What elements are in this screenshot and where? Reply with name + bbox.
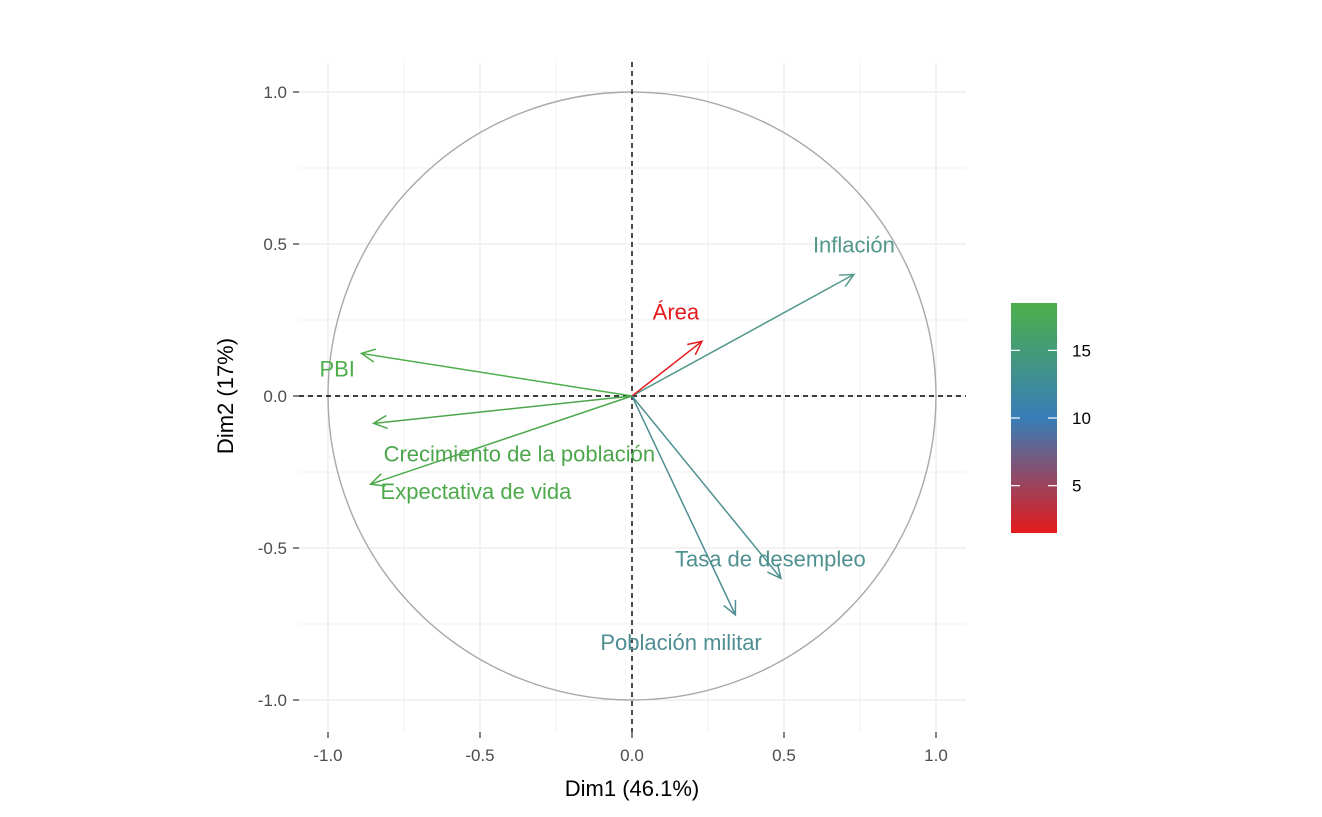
variable-label: PBI bbox=[319, 356, 354, 381]
colorbar-label: 5 bbox=[1072, 477, 1081, 496]
arrow-head bbox=[723, 599, 737, 617]
x-tick-label: -0.5 bbox=[465, 746, 494, 765]
y-tick-label: -0.5 bbox=[258, 539, 287, 558]
color-legend: 5 10 15 bbox=[1011, 303, 1091, 533]
colorbar-label: 10 bbox=[1072, 409, 1091, 428]
y-axis-title: Dim2 (17%) bbox=[213, 338, 238, 454]
variable-arrow bbox=[631, 395, 737, 616]
arrow-head bbox=[838, 273, 856, 288]
variable-arrow bbox=[361, 352, 633, 397]
variable-arrow bbox=[370, 395, 633, 485]
y-tick-label: -1.0 bbox=[258, 691, 287, 710]
colorbar-ticks: 5 10 15 bbox=[1011, 341, 1091, 496]
arrow-head bbox=[368, 473, 386, 487]
variable-label: Área bbox=[653, 299, 700, 324]
variable-arrow bbox=[631, 340, 703, 397]
variable-label: Población militar bbox=[600, 630, 761, 655]
arrow-head bbox=[767, 563, 783, 580]
variable-arrow bbox=[373, 395, 633, 425]
x-axis-title: Dim1 (46.1%) bbox=[565, 776, 699, 801]
arrow-head bbox=[687, 340, 704, 356]
arrow-head bbox=[371, 414, 388, 430]
x-tick-label: -1.0 bbox=[313, 746, 342, 765]
variable-arrows bbox=[359, 273, 856, 617]
y-axis-ticks: -1.0 -0.5 0.0 0.5 1.0 bbox=[258, 83, 299, 710]
variable-label: Crecimiento de la población bbox=[384, 441, 655, 466]
variable-label: Tasa de desempleo bbox=[675, 546, 866, 571]
x-tick-label: 0.5 bbox=[772, 746, 796, 765]
variable-label: Inflación bbox=[813, 232, 895, 257]
y-tick-label: 1.0 bbox=[263, 83, 287, 102]
y-tick-label: 0.5 bbox=[263, 235, 287, 254]
variable-arrow bbox=[631, 395, 782, 579]
x-tick-label: 0.0 bbox=[620, 746, 644, 765]
colorbar-label: 15 bbox=[1072, 341, 1091, 360]
variable-arrow bbox=[631, 273, 855, 397]
arrow-head bbox=[359, 348, 377, 363]
y-tick-label: 0.0 bbox=[263, 387, 287, 406]
x-tick-label: 1.0 bbox=[924, 746, 948, 765]
variable-labels: Inflación Área PBI Crecimiento de la poblac… bbox=[319, 232, 894, 654]
x-axis-ticks: -1.0 -0.5 0.0 0.5 1.0 bbox=[313, 732, 948, 765]
variable-label: Expectativa de vida bbox=[381, 479, 573, 504]
